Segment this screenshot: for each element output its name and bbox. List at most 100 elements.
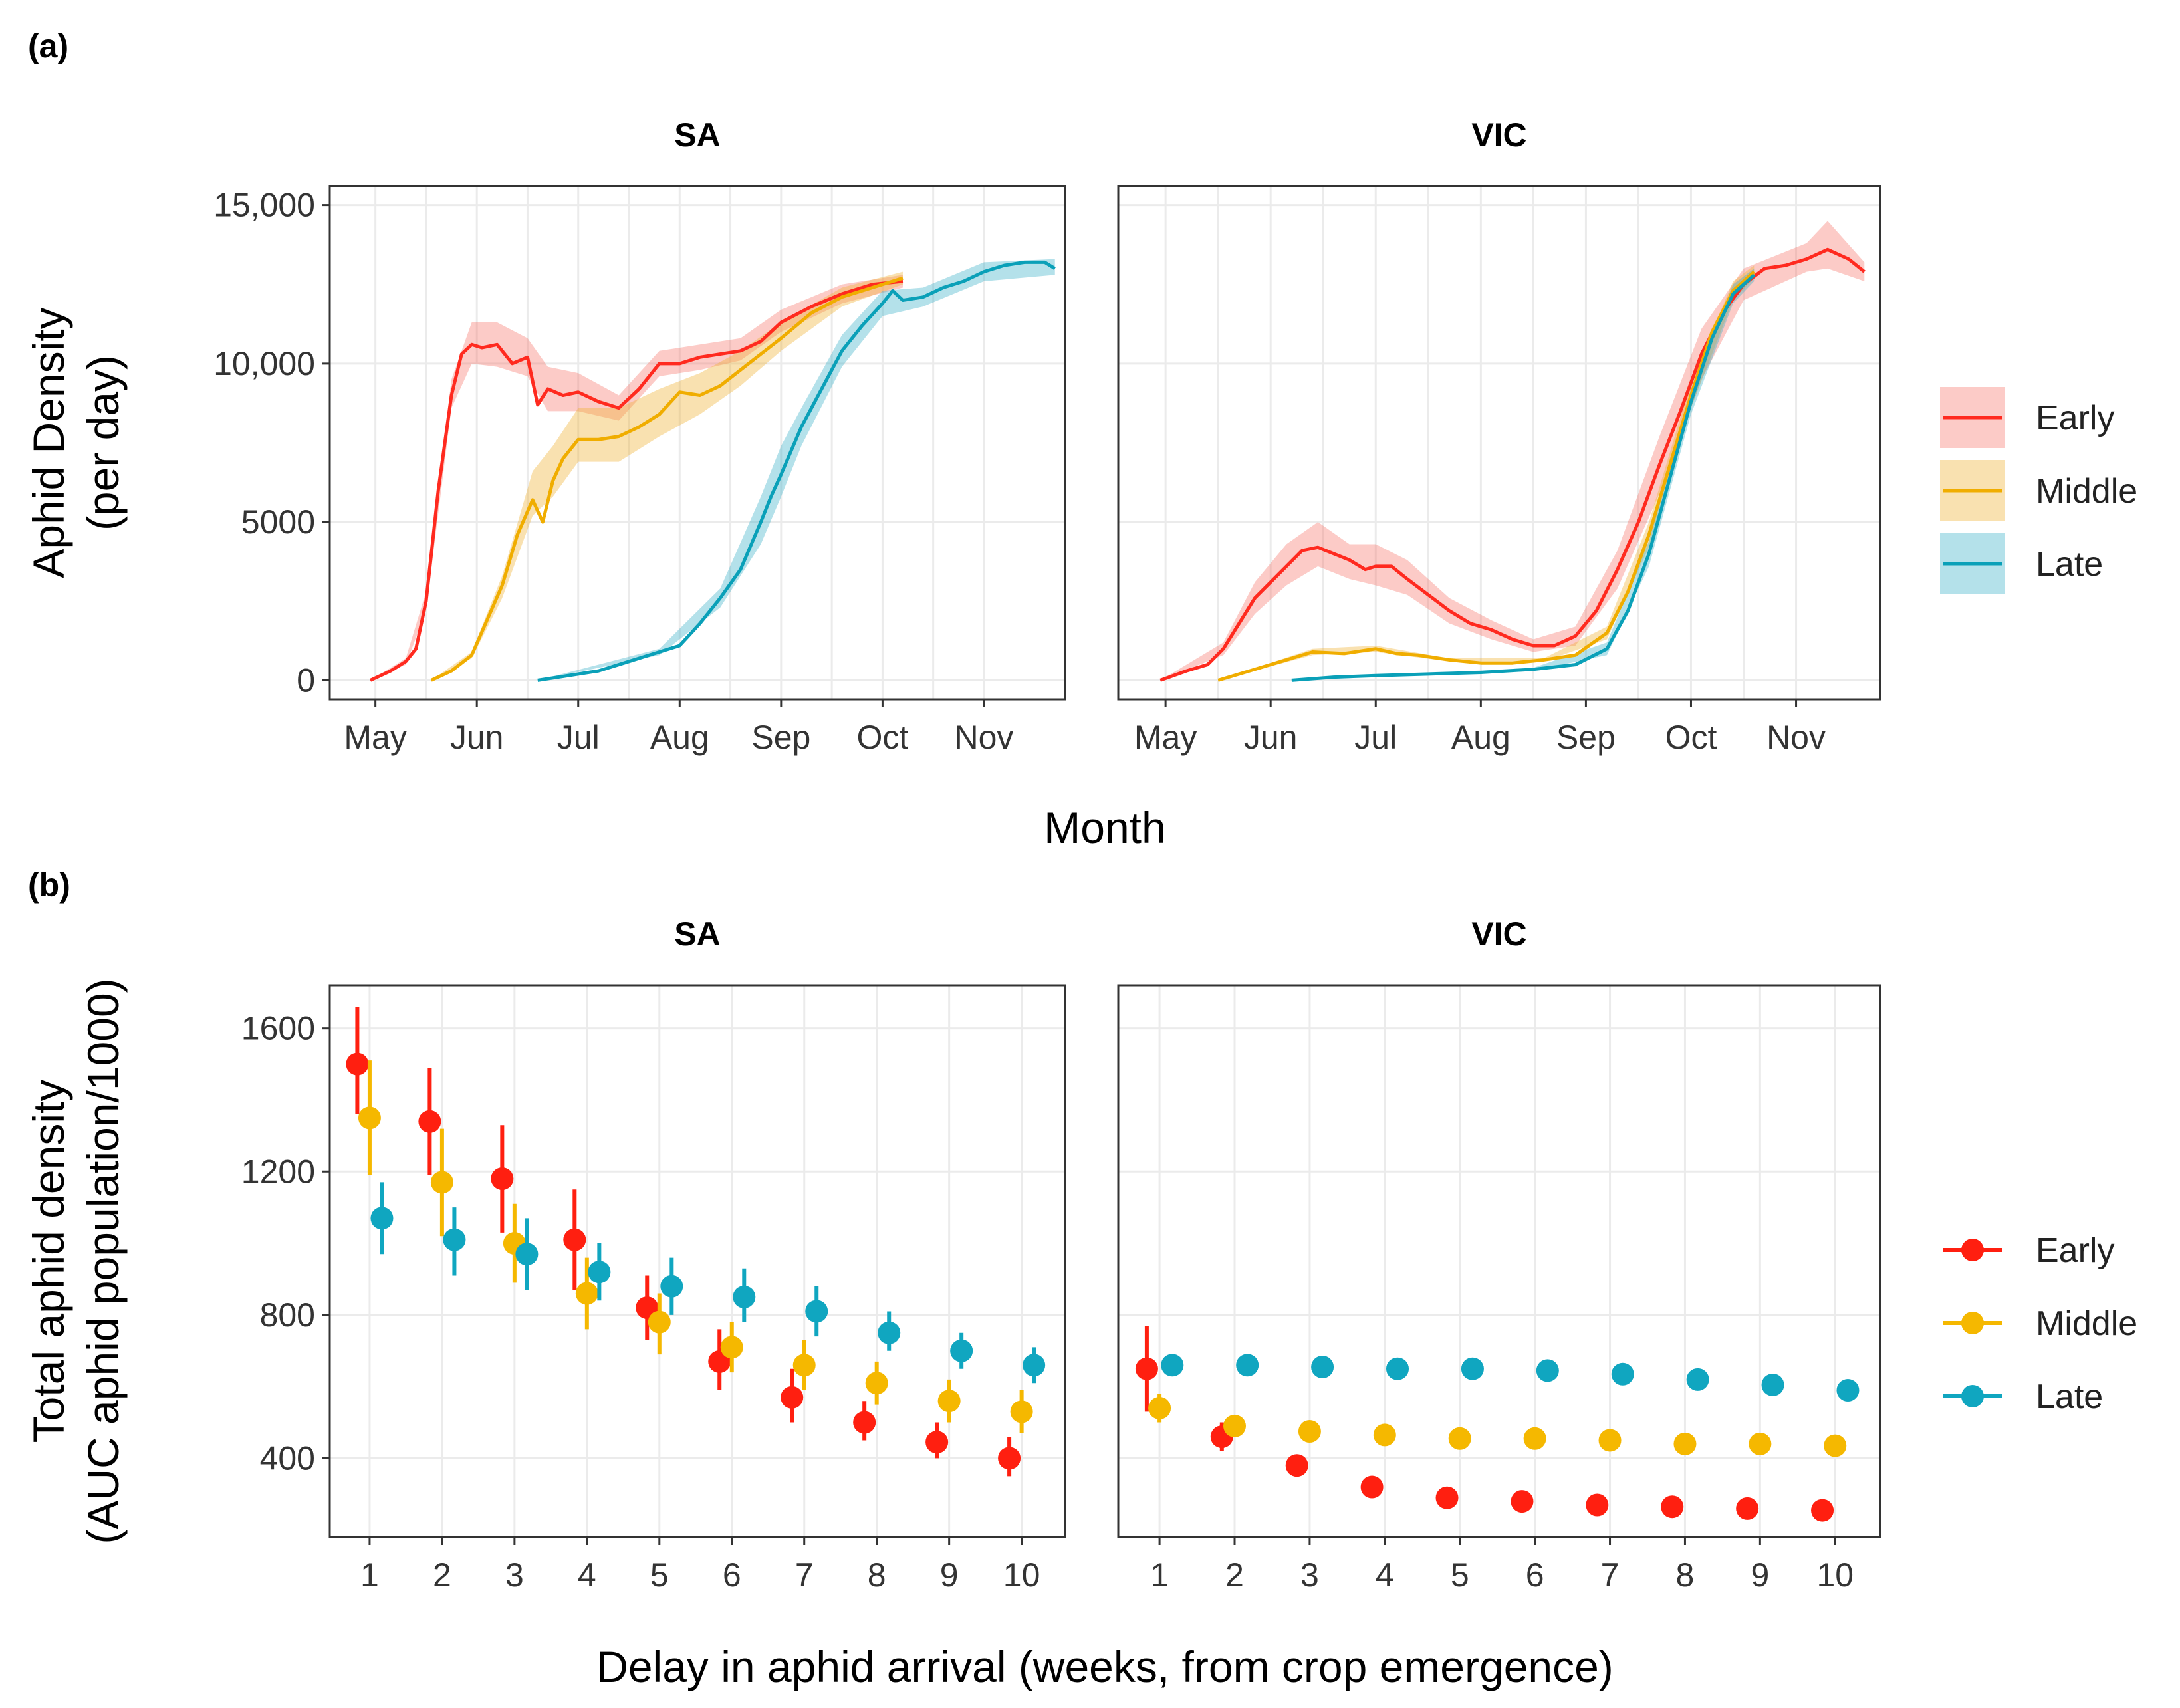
- chart-b-sa-late-point: [733, 1285, 756, 1308]
- chart-b-vic-middle-point: [1223, 1414, 1247, 1437]
- chart-b-vic-x-tick-label: 6: [1526, 1556, 1544, 1594]
- chart-b-sa-late-point: [1023, 1354, 1046, 1377]
- chart-b-vic-late-point: [1311, 1355, 1334, 1378]
- chart-b-vic-x-tick-label: 5: [1451, 1556, 1469, 1594]
- chart-b-vic-panel-border: [1117, 984, 1881, 1538]
- chart-a-sa-x-tick-label: Jul: [557, 719, 600, 756]
- chart-b-sa-y-tick-label: 1200: [241, 1153, 315, 1190]
- chart-b-sa-early-point: [998, 1447, 1021, 1470]
- chart-a-vic-late-line: [1291, 273, 1755, 682]
- chart-a-vic-strip-label: VIC: [1471, 116, 1526, 154]
- panel-a-tag: (a): [28, 27, 68, 64]
- chart-b-sa-late-point: [515, 1243, 539, 1266]
- chart-b-total-aphid-density-by-delay: SA 1 2 3 4 5 6 7 8 9 10 400 800 1200 1600 VIC 1 2 3 4 5 6 7 8 9 1…: [24, 915, 2137, 1691]
- chart-a-legend-label-early: Early: [2036, 399, 2114, 437]
- chart-a-sa-early-ribbon: [370, 275, 903, 681]
- chart-b-sa-early-point: [491, 1167, 514, 1191]
- chart-b-sa-middle-point: [648, 1310, 671, 1334]
- chart-a-sa-x-tick-label: Aug: [650, 719, 709, 756]
- chart-a-sa-x-tick-label: Nov: [954, 719, 1013, 756]
- chart-b-vic-late-point: [1161, 1354, 1184, 1377]
- chart-a-legend-label-late: Late: [2036, 545, 2103, 584]
- chart-a-sa-strip-label: SA: [674, 116, 720, 154]
- chart-a-vic-early-ribbon: [1160, 221, 1865, 681]
- chart-b-sa-middle-point: [358, 1106, 381, 1130]
- chart-b-sa-strip-label: SA: [674, 915, 720, 953]
- chart-b-sa-middle-point: [865, 1372, 888, 1395]
- chart-b-sa-early-point: [563, 1228, 586, 1251]
- chart-b-vic-x-tick-label: 1: [1150, 1556, 1169, 1594]
- chart-b-sa-late-point: [660, 1275, 683, 1298]
- chart-a-vic-x-tick-label: Aug: [1451, 719, 1511, 756]
- chart-b-vic-early-point: [1135, 1357, 1158, 1380]
- chart-b-vic-x-tick-label: 3: [1300, 1556, 1319, 1594]
- chart-a-y-axis-title-line: (per day): [78, 355, 128, 531]
- chart-b-vic-early-point: [1736, 1497, 1759, 1520]
- chart-b-facet-vic: VIC 1 2 3 4 5 6 7 8 9 10: [1117, 915, 1881, 1594]
- chart-b-vic-late-point: [1686, 1368, 1709, 1391]
- chart-b-sa-late-point: [370, 1207, 394, 1230]
- chart-b-vic-gridlines: [1118, 985, 1880, 1537]
- chart-b-legend-key-late-point: [1961, 1385, 1984, 1407]
- chart-b-sa-x-tick-label: 1: [360, 1556, 379, 1594]
- chart-b-sa-late-point: [588, 1261, 611, 1284]
- chart-b-vic-x-tick-label: 2: [1225, 1556, 1244, 1594]
- chart-b-sa-middle-point: [792, 1354, 816, 1377]
- chart-a-vic-x-tick-label: Jul: [1354, 719, 1397, 756]
- chart-a-sa-early-line: [369, 279, 904, 682]
- chart-a-legend-label-middle: Middle: [2036, 472, 2137, 511]
- chart-b-sa-x-tick-label: 5: [650, 1556, 669, 1594]
- chart-b-sa-gridlines: [330, 985, 1065, 1537]
- chart-b-vic-late-point: [1536, 1359, 1559, 1382]
- chart-b-y-axis-title-line: (AUC aphid population/1000): [78, 978, 128, 1544]
- chart-b-legend: Early Middle Late: [1943, 1231, 2137, 1416]
- chart-a-legend: Early Middle Late: [1940, 387, 2137, 594]
- chart-b-vic-x-tick-label: 9: [1751, 1556, 1769, 1594]
- chart-b-sa-middle-point: [937, 1390, 961, 1413]
- chart-a-sa-y-tick-label: 0: [297, 662, 315, 699]
- chart-a-facet-sa: SA May Jun Jul Aug Sep Oct Nov 0 5000 10,000 15,000: [213, 116, 1066, 756]
- chart-a-sa-y-tick-label: 15,000: [213, 187, 315, 224]
- chart-b-sa-early-point: [346, 1052, 369, 1076]
- chart-b-sa-x-tick-label: 4: [578, 1556, 596, 1594]
- chart-a-vic-x-tick-label: Oct: [1665, 719, 1717, 756]
- chart-b-sa-early-point: [925, 1431, 949, 1454]
- chart-a-sa-late-line: [537, 260, 1056, 682]
- chart-a-vic-x-tick-label: May: [1134, 719, 1197, 756]
- chart-a-vic-x-tick-label: Jun: [1244, 719, 1298, 756]
- chart-b-sa-middle-point: [1010, 1400, 1033, 1423]
- chart-b-legend-key-middle-point: [1961, 1312, 1984, 1334]
- chart-b-sa-x-tick-label: 7: [795, 1556, 814, 1594]
- chart-b-vic-early-point: [1511, 1490, 1534, 1513]
- chart-b-sa-y-tick-label: 400: [260, 1439, 315, 1477]
- chart-a-sa-x-tick-label: Jun: [450, 719, 504, 756]
- chart-a-sa-gridlines: [330, 186, 1065, 699]
- chart-b-sa-late-point: [443, 1228, 466, 1251]
- chart-b-vic-early-point: [1360, 1475, 1384, 1499]
- panel-b-tag: (b): [28, 866, 70, 904]
- chart-a-y-axis-title: Aphid Density (per day): [24, 307, 128, 578]
- chart-b-vic-late-point: [1386, 1357, 1409, 1380]
- chart-b-vic-middle-point: [1598, 1429, 1622, 1452]
- chart-b-legend-label-late: Late: [2036, 1378, 2103, 1416]
- chart-b-sa-x-tick-label: 2: [433, 1556, 451, 1594]
- chart-b-sa-middle-point: [430, 1171, 453, 1194]
- chart-b-x-axis-title: Delay in aphid arrival (weeks, from crop…: [596, 1642, 1614, 1691]
- chart-a-x-axis-title: Month: [1044, 803, 1165, 852]
- chart-a-vic-early-line: [1159, 247, 1866, 682]
- chart-b-sa-middle-point: [720, 1336, 743, 1359]
- chart-b-sa-y-tick-label: 800: [260, 1296, 315, 1334]
- chart-b-vic-late-point: [1836, 1379, 1860, 1402]
- chart-b-sa-x-tick-label: 9: [940, 1556, 959, 1594]
- chart-b-vic-late-point: [1236, 1354, 1259, 1377]
- chart-b-vic-middle-point: [1523, 1427, 1546, 1450]
- chart-b-facet-sa: SA 1 2 3 4 5 6 7 8 9 10 400 800 1200 1600: [241, 915, 1066, 1594]
- chart-b-legend-key-early-point: [1961, 1239, 1984, 1261]
- chart-b-sa-early-point: [853, 1411, 876, 1434]
- chart-b-vic-late-point: [1461, 1357, 1484, 1380]
- chart-a-sa-x-tick-label: Oct: [857, 719, 909, 756]
- chart-b-vic-strip-label: VIC: [1471, 915, 1526, 953]
- chart-b-vic-x-tick-label: 7: [1601, 1556, 1620, 1594]
- chart-b-vic-middle-point: [1298, 1420, 1321, 1443]
